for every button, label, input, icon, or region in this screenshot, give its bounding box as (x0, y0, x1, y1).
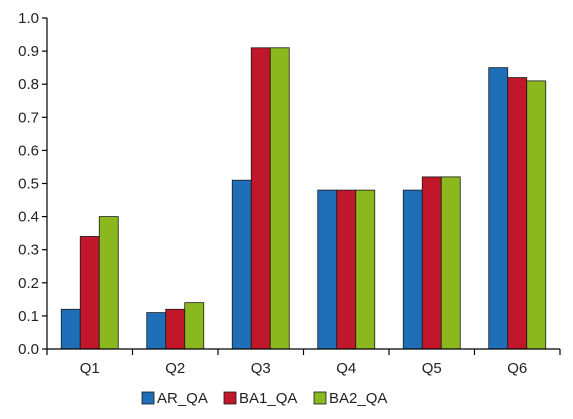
y-tick-label: 0.1 (18, 308, 39, 325)
x-tick-label: Q3 (251, 360, 271, 377)
y-tick-label: 0.5 (18, 176, 39, 193)
bar-ar-qa-q6 (488, 67, 509, 350)
bar-ba2-qa-q1 (98, 216, 119, 350)
y-tick-label: 0.3 (18, 242, 39, 259)
legend-label: BA1_QA (239, 390, 297, 407)
bar-ar-qa-q4 (317, 189, 338, 350)
y-tick-label: 0.4 (18, 209, 39, 226)
bar-ba2-qa-q6 (526, 80, 547, 350)
y-axis-ticks: 0.0 0.1 0.2 0.3 0.4 0.5 0.6 0.7 0.8 0.9 1.0 (18, 10, 47, 358)
y-tick-label: 1.0 (18, 10, 39, 27)
x-axis-ticks: Q1 Q2 Q3 Q4 Q5 Q6 (46, 349, 561, 377)
bar-ar-qa-q3 (231, 179, 252, 350)
bar-ar-qa-q1 (60, 308, 81, 350)
legend: AR_QA BA1_QA BA2_QA (141, 390, 387, 407)
legend-label: BA2_QA (329, 390, 387, 407)
x-tick-label: Q2 (165, 360, 185, 377)
y-tick-label: 0.7 (18, 109, 39, 126)
x-tick-label: Q5 (422, 360, 442, 377)
bar-ba1-qa-q1 (79, 236, 100, 350)
bar-ar-qa-q2 (146, 312, 167, 350)
bar-ba1-qa-q5 (421, 176, 442, 350)
bar-ba2-qa-q4 (355, 189, 376, 350)
legend-swatch (223, 391, 237, 405)
bar-ar-qa-q5 (402, 189, 423, 350)
x-tick-label: Q4 (336, 360, 356, 377)
legend-swatch (313, 391, 327, 405)
bar-ba1-qa-q3 (250, 47, 271, 350)
x-tick-label: Q1 (80, 360, 100, 377)
bars (60, 47, 547, 350)
bar-ba2-qa-q2 (184, 302, 205, 350)
bar-ba2-qa-q3 (269, 47, 290, 350)
legend-label: AR_QA (157, 390, 208, 407)
bar-ba1-qa-q6 (507, 77, 528, 350)
y-tick-label: 0.8 (18, 76, 39, 93)
bar-ba1-qa-q2 (165, 308, 186, 350)
bar-ba2-qa-q5 (440, 176, 461, 350)
y-tick-label: 0.0 (18, 341, 39, 358)
y-tick-label: 0.2 (18, 275, 39, 292)
y-tick-label: 0.6 (18, 142, 39, 159)
legend-swatch (141, 391, 155, 405)
y-tick-label: 0.9 (18, 43, 39, 60)
x-tick-label: Q6 (507, 360, 527, 377)
bar-ba1-qa-q4 (336, 189, 357, 350)
